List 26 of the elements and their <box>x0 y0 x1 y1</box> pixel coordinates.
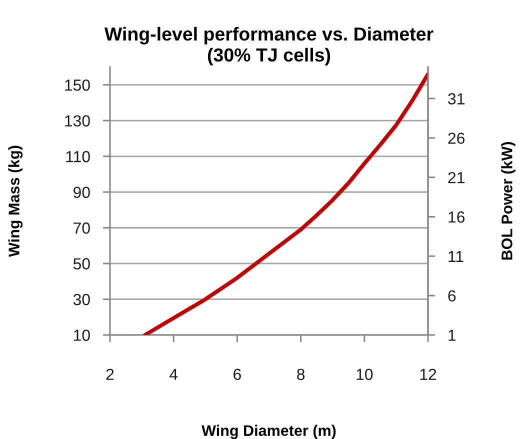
x-tick-label: 4 <box>170 368 178 380</box>
y2-tick-label: 16 <box>448 211 465 223</box>
y-tick-label: 110 <box>66 150 90 162</box>
y-tick-label: 130 <box>65 115 90 127</box>
y-tick-label: 50 <box>73 258 90 270</box>
y2-tick-label: 31 <box>448 93 464 104</box>
x-axis-title: Wing Diameter (m) <box>202 424 336 439</box>
x-tick-label: 6 <box>234 368 241 380</box>
y2-tick-label: 26 <box>448 132 465 144</box>
y2-tick-label: 1 <box>448 330 456 341</box>
y-tick-label: 70 <box>74 222 90 234</box>
y2-tick-label: 11 <box>448 250 464 262</box>
x-tick-label: 10 <box>356 368 373 380</box>
y-axis-title: Wing Mass (kg) <box>8 146 23 257</box>
y2-tick-label: 21 <box>448 172 464 184</box>
x-tick-label: 12 <box>420 368 436 380</box>
y2-tick-label: 6 <box>448 290 456 302</box>
x-tick-label: 8 <box>297 368 305 380</box>
y-tick-label: 10 <box>74 330 90 341</box>
y-tick-label: 150 <box>65 80 90 91</box>
chart-title: Wing-level performance vs. Diameter (30% TJ cells) <box>104 26 434 66</box>
x-tick-label: 2 <box>106 368 114 380</box>
y-tick-label: 90 <box>74 186 90 198</box>
y2-axis-title: BOL Power (kW) <box>501 142 516 260</box>
y-tick-label: 30 <box>73 294 90 306</box>
line-series <box>143 72 428 335</box>
